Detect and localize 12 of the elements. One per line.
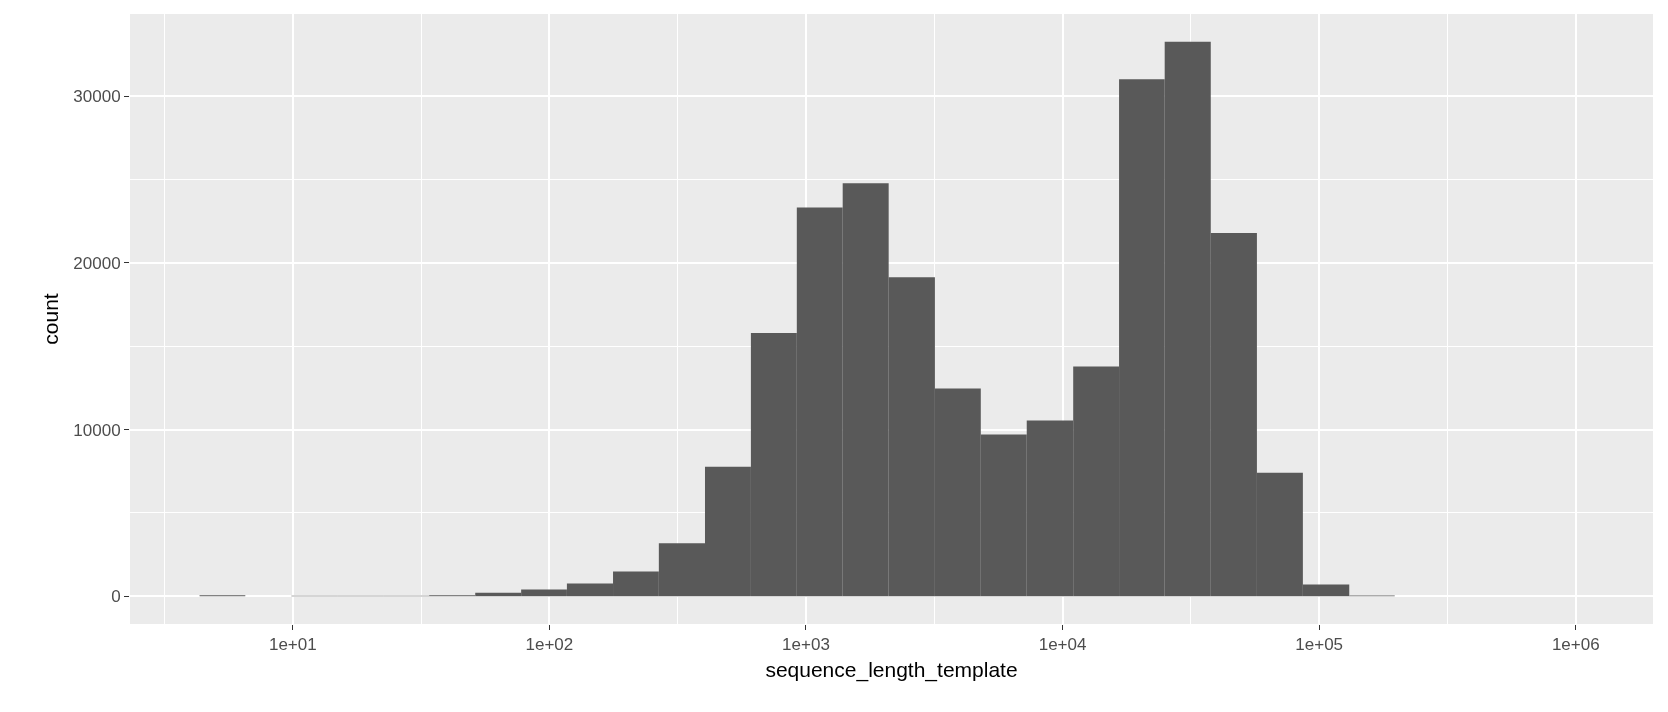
x-tick-label: 1e+05 [1295, 635, 1344, 655]
x-tick-label: 1e+03 [782, 635, 830, 655]
y-axis-title: count [39, 293, 63, 345]
x-tick-label: 1e+04 [1038, 635, 1087, 655]
x-tick-label: 1e+02 [525, 635, 574, 655]
y-tick-label: 30000 [73, 87, 121, 107]
x-tick-label: 1e+01 [268, 635, 317, 655]
x-axis-title: sequence_length_template [765, 657, 1018, 682]
y-tick-label: 10000 [73, 420, 121, 440]
y-tick-label: 0 [111, 587, 121, 607]
y-tick-label: 20000 [73, 253, 121, 273]
x-tick-label: 1e+06 [1551, 635, 1600, 655]
